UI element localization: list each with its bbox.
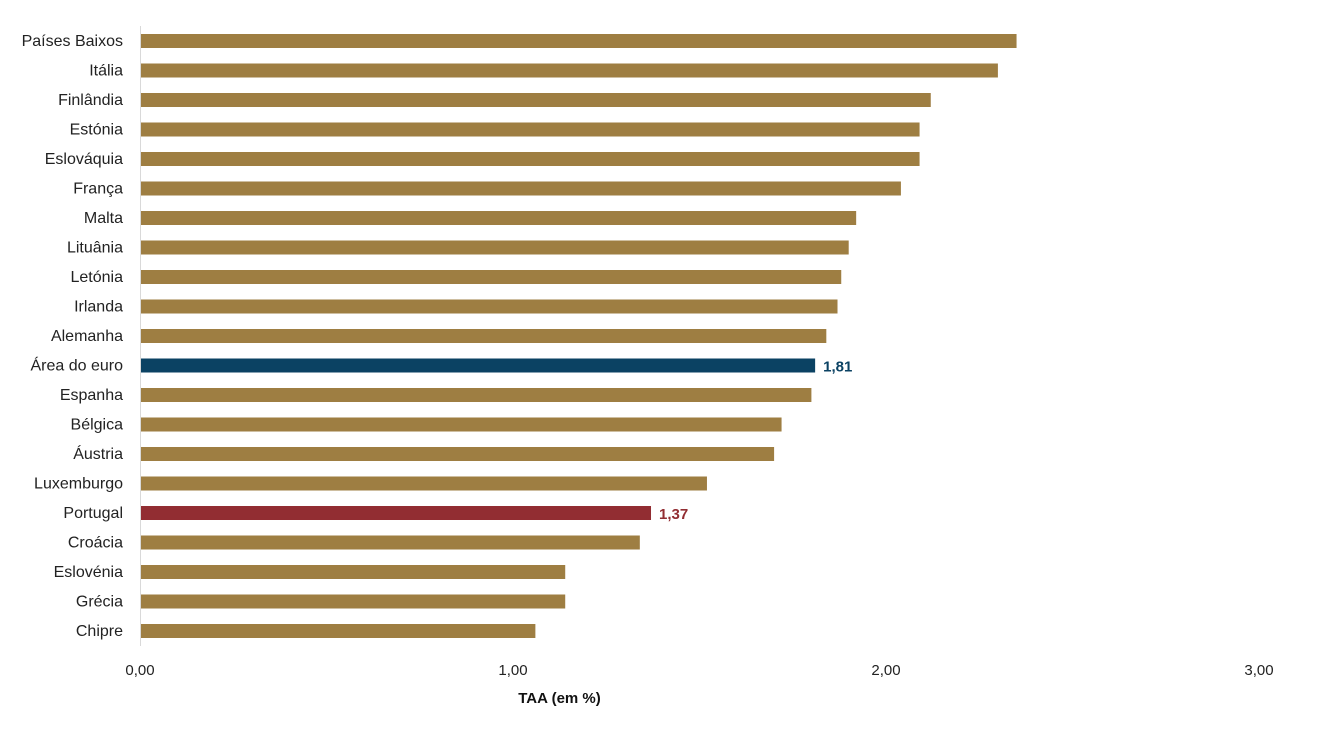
category-label-19: Grécia — [76, 594, 123, 611]
bar-14 — [140, 447, 775, 461]
bar-0 — [140, 34, 1017, 48]
category-label-11: Área do euro — [30, 356, 123, 375]
category-label-4: Eslováquia — [45, 151, 123, 168]
category-label-3: Estónia — [70, 122, 123, 139]
category-label-5: França — [73, 181, 123, 198]
bar-1 — [140, 63, 998, 78]
category-label-7: Lituânia — [67, 240, 123, 257]
category-label-0: Países Baixos — [22, 33, 123, 50]
bar-16 — [140, 506, 652, 520]
x-tick-label-3: 3,00 — [1244, 662, 1273, 679]
x-tick-label-2: 2,00 — [871, 662, 900, 679]
bars-group — [140, 34, 1017, 638]
category-label-16: Portugal — [63, 505, 123, 522]
bar-11 — [140, 358, 816, 373]
data-label-1: 1,37 — [659, 506, 688, 523]
bar-15 — [140, 476, 707, 491]
bar-9 — [140, 299, 838, 314]
bar-6 — [140, 211, 857, 225]
category-label-8: Letónia — [71, 269, 124, 286]
bar-13 — [140, 417, 782, 432]
data-label-0: 1,81 — [823, 359, 852, 376]
category-label-9: Irlanda — [74, 299, 123, 316]
category-label-17: Croácia — [68, 535, 123, 552]
category-labels: Países Baixos Itália Finlândia Estónia Eslov… — [22, 33, 123, 640]
category-label-15: Luxemburgo — [34, 476, 123, 493]
category-label-12: Espanha — [60, 387, 123, 404]
category-label-20: Chipre — [76, 623, 123, 640]
category-label-2: Finlândia — [58, 92, 123, 109]
data-labels: 1,81 1,37 — [659, 359, 852, 524]
bar-19 — [140, 594, 566, 609]
x-tick-labels: 0,00 1,00 2,00 3,00 — [125, 662, 1273, 679]
bar-2 — [140, 93, 931, 107]
category-label-10: Alemanha — [51, 328, 123, 345]
bar-3 — [140, 122, 920, 137]
bar-20 — [140, 624, 536, 638]
bar-12 — [140, 388, 812, 402]
category-label-1: Itália — [89, 63, 123, 80]
category-label-18: Eslovénia — [54, 564, 123, 581]
category-label-13: Bélgica — [71, 417, 124, 434]
bar-4 — [140, 152, 920, 166]
x-tick-label-1: 1,00 — [498, 662, 527, 679]
x-tick-label-0: 0,00 — [125, 662, 154, 679]
bar-7 — [140, 240, 849, 255]
bar-10 — [140, 329, 827, 343]
bar-5 — [140, 181, 901, 196]
x-axis-title: TAA (em %) — [518, 690, 601, 707]
bar-18 — [140, 565, 566, 579]
bar-17 — [140, 535, 640, 550]
category-label-6: Malta — [84, 210, 123, 227]
bar-8 — [140, 270, 842, 284]
category-label-14: Áustria — [73, 444, 123, 463]
